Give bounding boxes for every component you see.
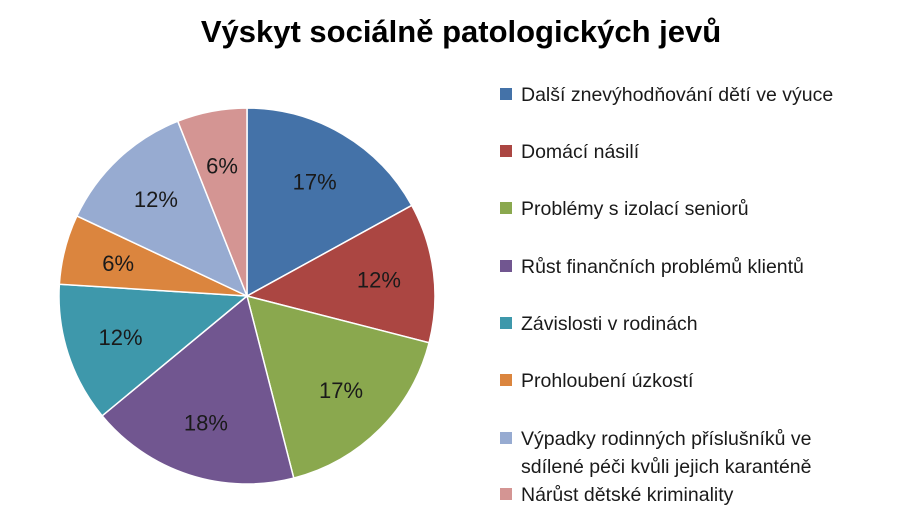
slice-data-label-1: 17% (293, 170, 337, 195)
legend: Další znevýhodňování dětí ve výuce Domácí… (500, 84, 833, 506)
legend-label-1: Další znevýhodňování dětí ve výuce (521, 84, 833, 106)
legend-label-8: Nárůst dětské kriminality (521, 484, 734, 506)
slice-data-label-7: 12% (134, 187, 178, 212)
legend-label-4: Růst finančních problémů klientů (521, 256, 804, 278)
legend-label-3: Problémy s izolací seniorů (521, 198, 749, 220)
legend-item-2: Domácí násilí (500, 141, 640, 163)
legend-marker-6 (500, 374, 512, 386)
legend-item-3: Problémy s izolací seniorů (500, 198, 749, 220)
legend-label-2: Domácí násilí (521, 141, 640, 163)
legend-item-7: Výpadky rodinných příslušníků ve sdílené … (500, 428, 812, 478)
legend-marker-7 (500, 432, 512, 444)
pie-slice-5 (58, 283, 249, 417)
legend-item-1: Další znevýhodňování dětí ve výuce (500, 84, 833, 106)
slice-data-label-6: 6% (102, 251, 134, 276)
slice-data-label-3: 17% (319, 378, 363, 403)
pie-slice-3 (245, 294, 431, 480)
pie-slices (58, 107, 436, 485)
legend-marker-5 (500, 317, 512, 329)
slice-data-label-4: 18% (184, 410, 228, 435)
pie-slice-labels: 17% 12% 17% 18% 12% 6% 12% 6% (98, 153, 400, 435)
pie-slice-2 (244, 204, 436, 344)
legend-label-7-line-2: sdílené péči kvůli jejich karanténě (521, 456, 812, 478)
legend-marker-4 (500, 260, 512, 272)
legend-marker-1 (500, 88, 512, 100)
legend-marker-3 (500, 202, 512, 214)
slice-data-label-8: 6% (206, 153, 238, 178)
legend-marker-2 (500, 145, 512, 157)
pie-slice-1 (246, 107, 413, 298)
legend-item-4: Růst finančních problémů klientů (500, 256, 804, 278)
legend-item-8: Nárůst dětské kriminality (500, 484, 734, 506)
legend-label-7-line-1: Výpadky rodinných příslušníků ve (521, 428, 811, 450)
slice-data-label-5: 12% (98, 325, 142, 350)
legend-marker-8 (500, 488, 512, 500)
chart-title: Výskyt sociálně patologických jevů (201, 14, 721, 49)
pie-slice-4 (101, 294, 295, 485)
pie-slice-8 (176, 107, 248, 297)
pie-slice-7 (75, 120, 249, 298)
legend-label-6: Prohloubení úzkostí (521, 370, 694, 392)
legend-label-5: Závislosti v rodinách (521, 313, 698, 335)
legend-item-6: Prohloubení úzkostí (500, 370, 694, 392)
slice-data-label-2: 12% (357, 267, 401, 292)
legend-item-5: Závislosti v rodinách (500, 313, 698, 335)
